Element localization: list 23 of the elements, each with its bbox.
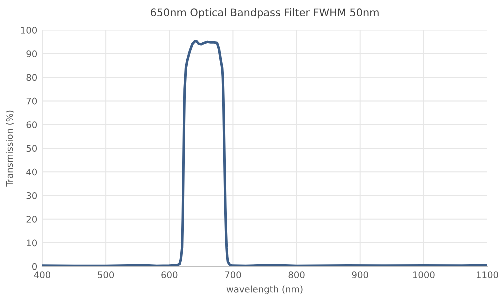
x-tick-label: 1100 xyxy=(477,272,498,278)
x-tick-label: 600 xyxy=(162,272,178,278)
y-tick-label: 60 xyxy=(26,122,38,128)
x-tick-label: 400 xyxy=(34,272,51,278)
x-tick-label: 500 xyxy=(98,272,114,278)
y-tick-label: 90 xyxy=(26,50,38,58)
y-tick-label: 70 xyxy=(26,98,38,105)
x-axis-title: wavelength (nm) xyxy=(226,286,303,295)
y-tick-label: 40 xyxy=(26,168,38,176)
line-series xyxy=(42,40,488,267)
y-axis-title: Transmission (%) xyxy=(6,110,14,187)
chart-title: 650nm Optical Bandpass Filter FWHM 50nm xyxy=(150,8,379,19)
x-tick-label: 1000 xyxy=(413,272,435,278)
y-tick-label: 50 xyxy=(26,145,38,152)
y-tick-label: 20 xyxy=(26,216,38,223)
y-tick-label: 100 xyxy=(21,27,38,34)
x-tick-label: 800 xyxy=(288,272,305,278)
x-tick-label: 700 xyxy=(225,272,242,278)
y-tick-label: 0 xyxy=(32,263,38,270)
y-tick-label: 10 xyxy=(27,240,38,247)
y-tick-label: 80 xyxy=(26,74,38,82)
y-tick-label: 30 xyxy=(26,192,38,200)
x-tick-label: 900 xyxy=(352,272,368,278)
